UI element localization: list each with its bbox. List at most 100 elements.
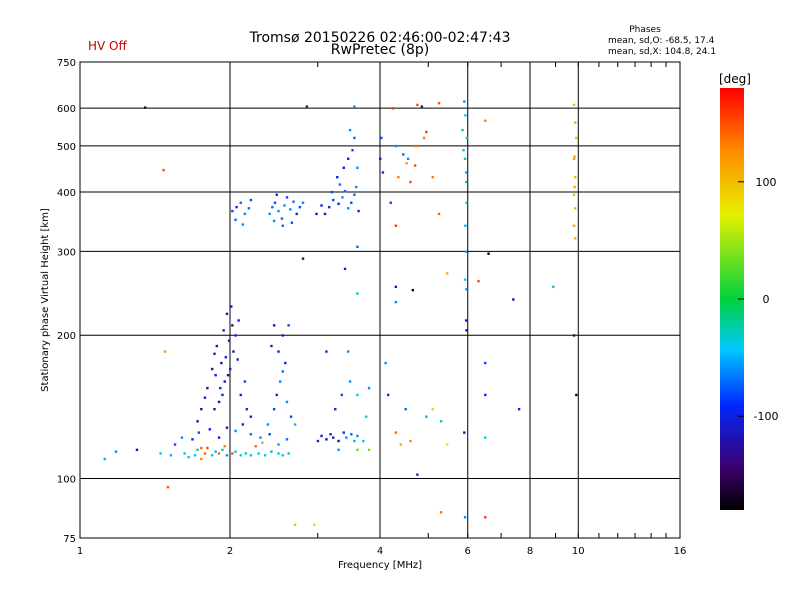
data-point (215, 344, 219, 348)
data-point (275, 193, 278, 196)
data-point (217, 452, 221, 455)
data-point (200, 407, 203, 411)
data-point (244, 452, 248, 455)
data-point (356, 448, 359, 452)
data-point (243, 212, 247, 216)
data-point (281, 370, 284, 373)
x-axis-label: Frequency [MHz] (338, 560, 422, 571)
data-point (330, 190, 334, 194)
phases-o-stats: mean, sd,O: -68.5, 17.4 (608, 36, 715, 46)
x-tick-label: 6 (465, 546, 471, 557)
data-point (464, 319, 468, 322)
data-point (234, 218, 237, 221)
data-point (337, 439, 340, 443)
data-point (575, 393, 578, 397)
data-point (224, 356, 228, 359)
data-point (277, 209, 280, 213)
data-point (346, 157, 350, 161)
data-point (325, 350, 328, 353)
data-point (413, 164, 417, 167)
data-point (191, 438, 194, 441)
data-point (345, 436, 348, 439)
y-tick-label: 300 (57, 247, 76, 258)
data-point (357, 209, 360, 213)
data-point (406, 157, 410, 161)
data-point (573, 155, 576, 158)
data-point (249, 198, 253, 202)
x-tick-label: 8 (527, 546, 533, 557)
data-point (574, 121, 577, 124)
data-point (343, 267, 347, 271)
data-point (284, 361, 287, 365)
data-point (439, 511, 443, 514)
data-point (173, 443, 177, 446)
data-point (431, 407, 434, 411)
data-point (208, 428, 211, 431)
data-point (572, 157, 576, 161)
data-point (463, 431, 466, 434)
data-point (254, 445, 257, 448)
data-point (572, 224, 576, 227)
data-point (484, 436, 487, 439)
data-point (301, 257, 305, 260)
grid-layer (79, 62, 681, 538)
data-point (320, 434, 323, 438)
data-point (239, 454, 242, 457)
data-point (425, 130, 428, 134)
data-point (439, 420, 443, 423)
data-point (464, 114, 467, 117)
data-point (465, 288, 468, 291)
data-point (380, 136, 383, 140)
data-point (230, 305, 233, 308)
data-point (183, 452, 186, 455)
data-point (241, 423, 245, 426)
data-point (298, 205, 302, 209)
data-point (203, 396, 207, 399)
data-point (301, 201, 305, 204)
data-point (235, 205, 238, 209)
data-point (484, 393, 487, 397)
data-point (285, 438, 289, 441)
data-point (350, 433, 353, 436)
data-point (409, 180, 412, 184)
y-tick-label: 400 (57, 188, 76, 199)
data-point (484, 361, 487, 365)
data-point (237, 319, 240, 322)
data-point (572, 103, 576, 107)
data-point (573, 185, 576, 189)
data-point (197, 431, 201, 434)
data-point (575, 136, 578, 140)
data-point (234, 450, 237, 453)
colorbar-tick-label: -100 (754, 410, 779, 423)
data-point (338, 183, 342, 186)
data-point (409, 439, 412, 443)
data-point (367, 448, 371, 452)
data-point (166, 485, 170, 489)
x-tick-labels: 1 2 4 6 8 10 16 (77, 546, 687, 557)
chart-subtitle: RwPretec (8p) (331, 42, 429, 58)
x-tick-label: 1 (77, 546, 83, 557)
data-point (574, 237, 577, 240)
data-point (273, 201, 277, 204)
data-point (270, 344, 273, 348)
data-point (572, 193, 576, 196)
hv-status-label: HV Off (88, 39, 127, 53)
data-point (268, 433, 271, 436)
y-tick-label: 75 (63, 534, 76, 545)
data-point (353, 193, 356, 196)
data-point (162, 168, 165, 172)
data-point (342, 431, 345, 434)
data-point (217, 400, 221, 404)
data-point (213, 407, 216, 411)
data-point (437, 212, 441, 216)
data-point (280, 217, 284, 220)
data-point (271, 205, 274, 209)
data-point (225, 454, 229, 457)
data-point (259, 436, 262, 439)
data-point (196, 420, 199, 423)
data-point (340, 393, 344, 397)
data-point (461, 128, 464, 132)
data-point (313, 523, 316, 527)
data-point (245, 407, 249, 411)
data-point (342, 166, 345, 169)
